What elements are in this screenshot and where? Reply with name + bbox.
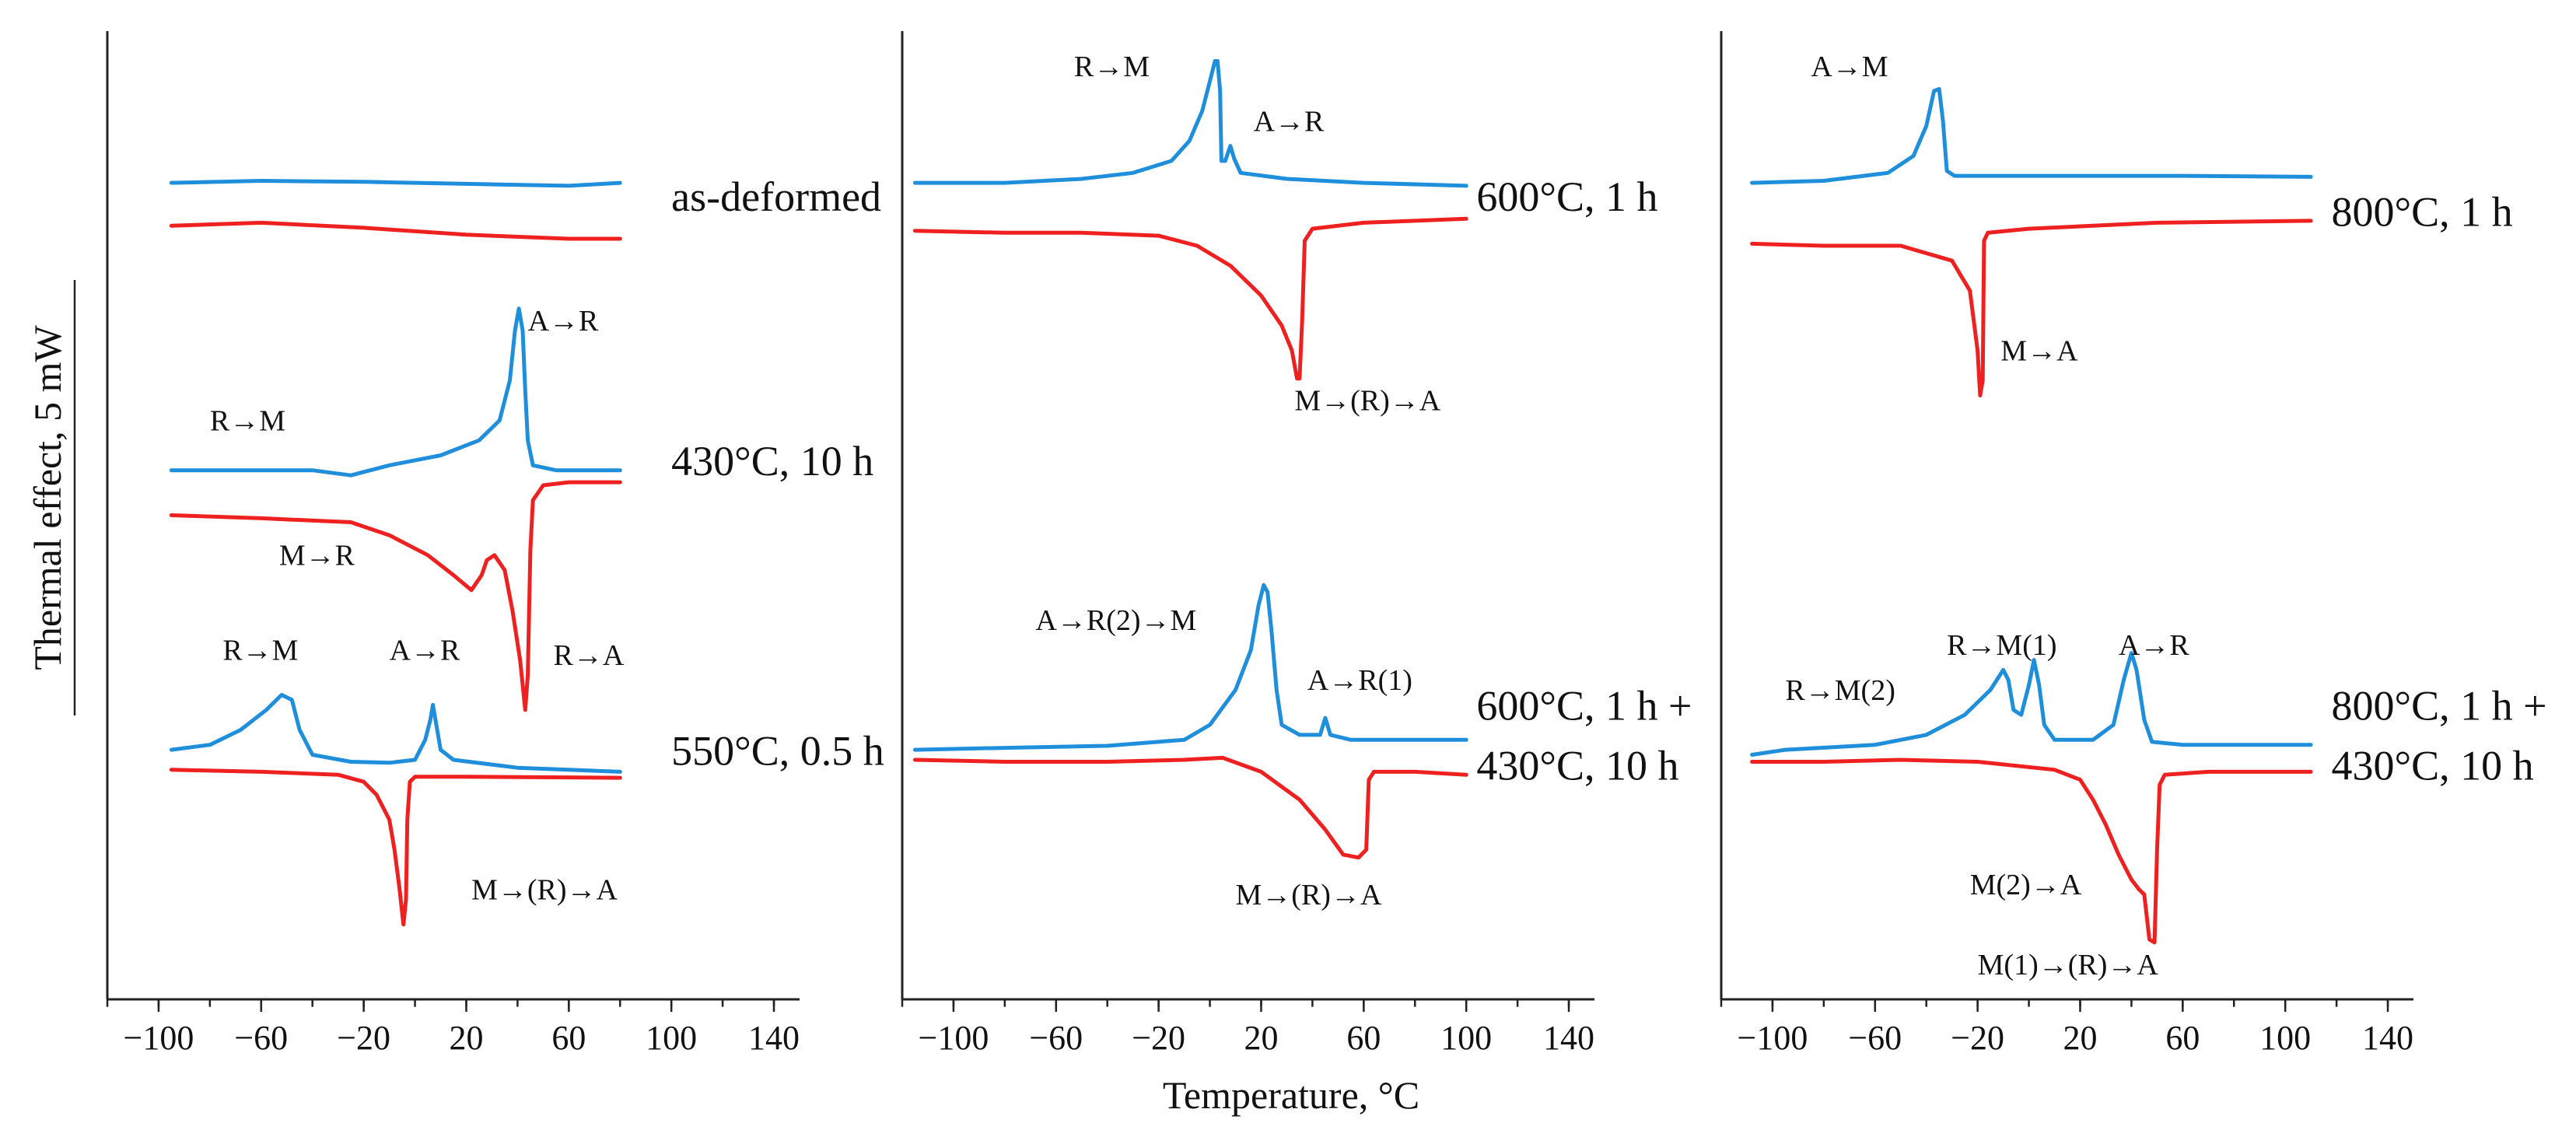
heating-curve <box>1750 757 2313 945</box>
condition-label: 600°C, 1 h + <box>1476 683 1692 729</box>
condition-label: 800°C, 1 h <box>2332 188 2513 235</box>
x-tick-label: 60 <box>551 1019 586 1057</box>
cooling-curve <box>913 582 1468 752</box>
heating-curve <box>169 480 622 712</box>
transition-annotation: M→A <box>2000 335 2078 368</box>
x-tick-label: −60 <box>234 1019 288 1057</box>
x-tick-label: −20 <box>1132 1019 1185 1057</box>
cooling-curve <box>1750 86 2313 185</box>
transition-annotation: R→M(2) <box>1785 674 1895 707</box>
transition-annotation: R→M <box>210 404 285 437</box>
cooling-curve <box>169 179 622 188</box>
x-tick-label: 140 <box>1543 1019 1594 1057</box>
heating-curve <box>169 768 622 927</box>
cooling-curve <box>913 59 1468 188</box>
x-tick-label: 140 <box>2362 1019 2413 1057</box>
transition-annotation: R→A <box>554 639 625 672</box>
x-tick-label: 20 <box>1244 1019 1278 1057</box>
heating-curve <box>913 755 1468 860</box>
condition-label: 800°C, 1 h + <box>2332 683 2547 729</box>
x-tick-label: 140 <box>748 1019 800 1057</box>
transition-annotation: M→R <box>279 540 355 572</box>
transition-annotation: A→R(1) <box>1307 664 1412 697</box>
transition-annotation: A→R <box>528 305 599 338</box>
x-tick-label: 60 <box>1346 1019 1381 1057</box>
transition-annotation: A→R(2)→M <box>1035 604 1196 637</box>
x-tick-label: 20 <box>449 1019 483 1057</box>
condition-label: 430°C, 10 h <box>1476 743 1678 789</box>
x-tick-label: −100 <box>919 1019 989 1057</box>
panel-800-annealed: −100 −60 −20 20 60 100 140 800°C, 1 h 800°C, 1 h… <box>1720 31 2547 1057</box>
cooling-curve <box>169 306 622 478</box>
x-tick-label: −20 <box>1951 1019 2004 1057</box>
x-tick-label: −100 <box>1738 1019 1808 1057</box>
condition-label: 550°C, 0.5 h <box>671 727 884 774</box>
panel-600-annealed: −100 −60 −20 20 60 100 140 600°C, 1 h 600°C, 1 h… <box>901 31 1692 1057</box>
x-axis-title: Temperature, °C <box>1163 1073 1419 1117</box>
cooling-curve <box>169 693 622 774</box>
transition-annotation: M→(R)→A <box>471 874 618 907</box>
x-tick-label: 60 <box>2165 1019 2200 1057</box>
x-tick-label: −60 <box>1029 1019 1083 1057</box>
transition-annotation: A→R <box>390 635 460 667</box>
panel-as-deformed-430-550: −100 −60 −20 20 60 100 140 as-deformed 430°C, 10… <box>106 31 884 1057</box>
cooling-curve <box>1750 651 2313 757</box>
transition-annotation: M(2)→A <box>1970 869 2082 901</box>
y-axis-title: Thermal effect, 5 mW <box>26 325 69 670</box>
x-tick-label: −60 <box>1848 1019 1902 1057</box>
condition-label: 430°C, 10 h <box>671 438 873 485</box>
transition-annotation: R→M(1) <box>1947 629 2056 662</box>
x-tick-label: 20 <box>2063 1019 2097 1057</box>
heating-curve <box>1750 219 2313 397</box>
x-tick-label: 100 <box>646 1019 697 1057</box>
transition-annotation: A→R <box>2119 629 2189 662</box>
x-tick-label: −100 <box>124 1019 194 1057</box>
transition-annotation: M→(R)→A <box>1294 385 1440 418</box>
transition-annotation: A→M <box>1811 51 1888 83</box>
transition-annotation: R→M <box>222 635 298 667</box>
x-tick-label: 100 <box>1440 1019 1492 1057</box>
x-tick-label: 100 <box>2259 1019 2311 1057</box>
transition-annotation: M→(R)→A <box>1236 879 1382 911</box>
condition-label: 600°C, 1 h <box>1476 173 1657 220</box>
condition-label: as-deformed <box>671 173 881 220</box>
transition-annotation: R→M <box>1074 51 1150 83</box>
condition-label: 430°C, 10 h <box>2332 743 2534 789</box>
x-tick-label: −20 <box>337 1019 390 1057</box>
heating-curve <box>913 216 1468 381</box>
heating-curve <box>169 220 622 241</box>
transition-annotation: A→R <box>1254 105 1325 138</box>
transition-annotation: M(1)→(R)→A <box>1978 949 2159 981</box>
